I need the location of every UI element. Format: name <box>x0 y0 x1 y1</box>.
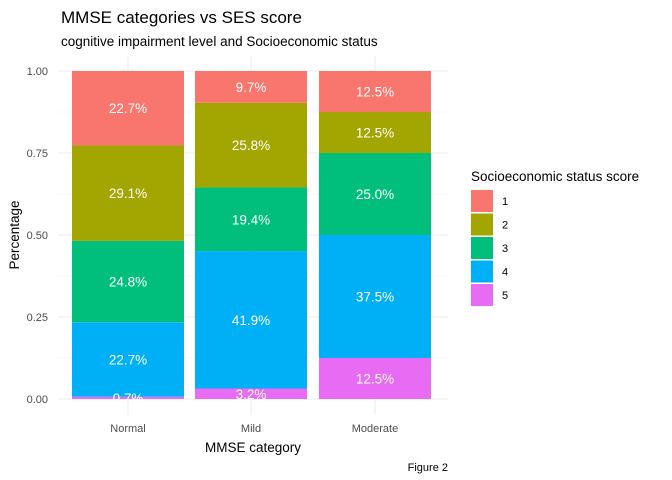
y-tick-label: 0.75 <box>27 148 48 160</box>
bar-label-normal-ses-3: 24.8% <box>109 275 147 290</box>
bar-segment-mild-ses-2 <box>195 102 307 188</box>
bars: 0.7% 22.7% 24.8% 29.1% 22.7% 3.2% 41.9% 19.4% 25… <box>72 71 431 406</box>
x-tick-label-moderate: Moderate <box>352 423 398 435</box>
bar-segment-normal-ses-2 <box>72 145 184 241</box>
bar-label-mild-ses-3: 19.4% <box>232 212 270 227</box>
chart-title: MMSE categories vs SES score <box>61 8 302 27</box>
bar-label-normal-ses-1: 22.7% <box>109 101 147 116</box>
y-tick-label: 0.50 <box>27 230 48 242</box>
y-axis-ticks: 0.00 0.25 0.50 0.75 1.00 <box>27 66 48 406</box>
bar-segment-normal-ses-5 <box>72 396 184 399</box>
bar-segment-mild-ses-4 <box>195 251 307 389</box>
legend-title: Socioeconomic status score <box>471 169 639 184</box>
y-tick-label: 1.00 <box>27 66 48 78</box>
bar-segment-mild-ses-1 <box>195 71 307 103</box>
x-tick-label-mild: Mild <box>241 423 261 435</box>
legend-swatch-3 <box>471 237 493 259</box>
legend: Socioeconomic status score 1 2 3 4 5 <box>471 169 639 306</box>
y-tick-label: 0.00 <box>27 394 48 406</box>
bar-segment-normal-ses-4 <box>72 322 184 397</box>
bar-segment-moderate-ses-3 <box>319 153 431 235</box>
legend-swatch-4 <box>471 260 493 283</box>
bar-label-moderate-ses-4: 37.5% <box>356 290 394 305</box>
bar-label-mild-ses-5: 3.2% <box>236 387 267 402</box>
bar-label-mild-ses-4: 41.9% <box>232 313 270 328</box>
legend-label-1: 1 <box>502 196 508 208</box>
bar-segment-moderate-ses-5 <box>319 358 431 399</box>
legend-label-3: 3 <box>502 243 508 255</box>
legend-swatch-5 <box>471 284 493 306</box>
bar-label-mild-ses-2: 25.8% <box>232 138 270 153</box>
x-axis-ticks: Normal Mild Moderate <box>110 423 398 435</box>
legend-label-4: 4 <box>502 267 508 279</box>
bar-segment-normal-ses-3 <box>72 240 184 323</box>
figure-caption: Figure 2 <box>408 462 448 474</box>
bar-segment-normal-ses-1 <box>72 71 184 146</box>
bar-segment-mild-ses-3 <box>195 187 307 252</box>
bar-label-normal-ses-4: 22.7% <box>109 352 147 367</box>
y-axis-title: Percentage <box>7 200 22 269</box>
legend-label-2: 2 <box>502 220 508 232</box>
legend-swatch-2 <box>471 213 493 236</box>
bar-label-normal-ses-5: 0.7% <box>113 391 144 406</box>
bar-segment-moderate-ses-4 <box>319 235 431 358</box>
bar-segment-moderate-ses-1 <box>319 71 431 112</box>
bar-label-moderate-ses-5: 12.5% <box>356 372 394 387</box>
y-tick-label: 0.25 <box>27 312 48 324</box>
bar-label-mild-ses-1: 9.7% <box>236 80 267 95</box>
bar-label-moderate-ses-2: 12.5% <box>356 126 394 141</box>
bar-segment-mild-ses-5 <box>195 388 307 399</box>
legend-swatch-1 <box>471 190 493 212</box>
x-axis-title: MMSE category <box>205 440 301 455</box>
bar-label-moderate-ses-1: 12.5% <box>356 85 394 100</box>
x-tick-label-normal: Normal <box>110 423 145 435</box>
bar-segment-moderate-ses-2 <box>319 112 431 153</box>
bar-label-normal-ses-2: 29.1% <box>109 186 147 201</box>
bar-label-moderate-ses-3: 25.0% <box>356 187 394 202</box>
legend-label-5: 5 <box>502 290 508 302</box>
chart-subtitle: cognitive impairment level and Socioecon… <box>61 34 378 49</box>
